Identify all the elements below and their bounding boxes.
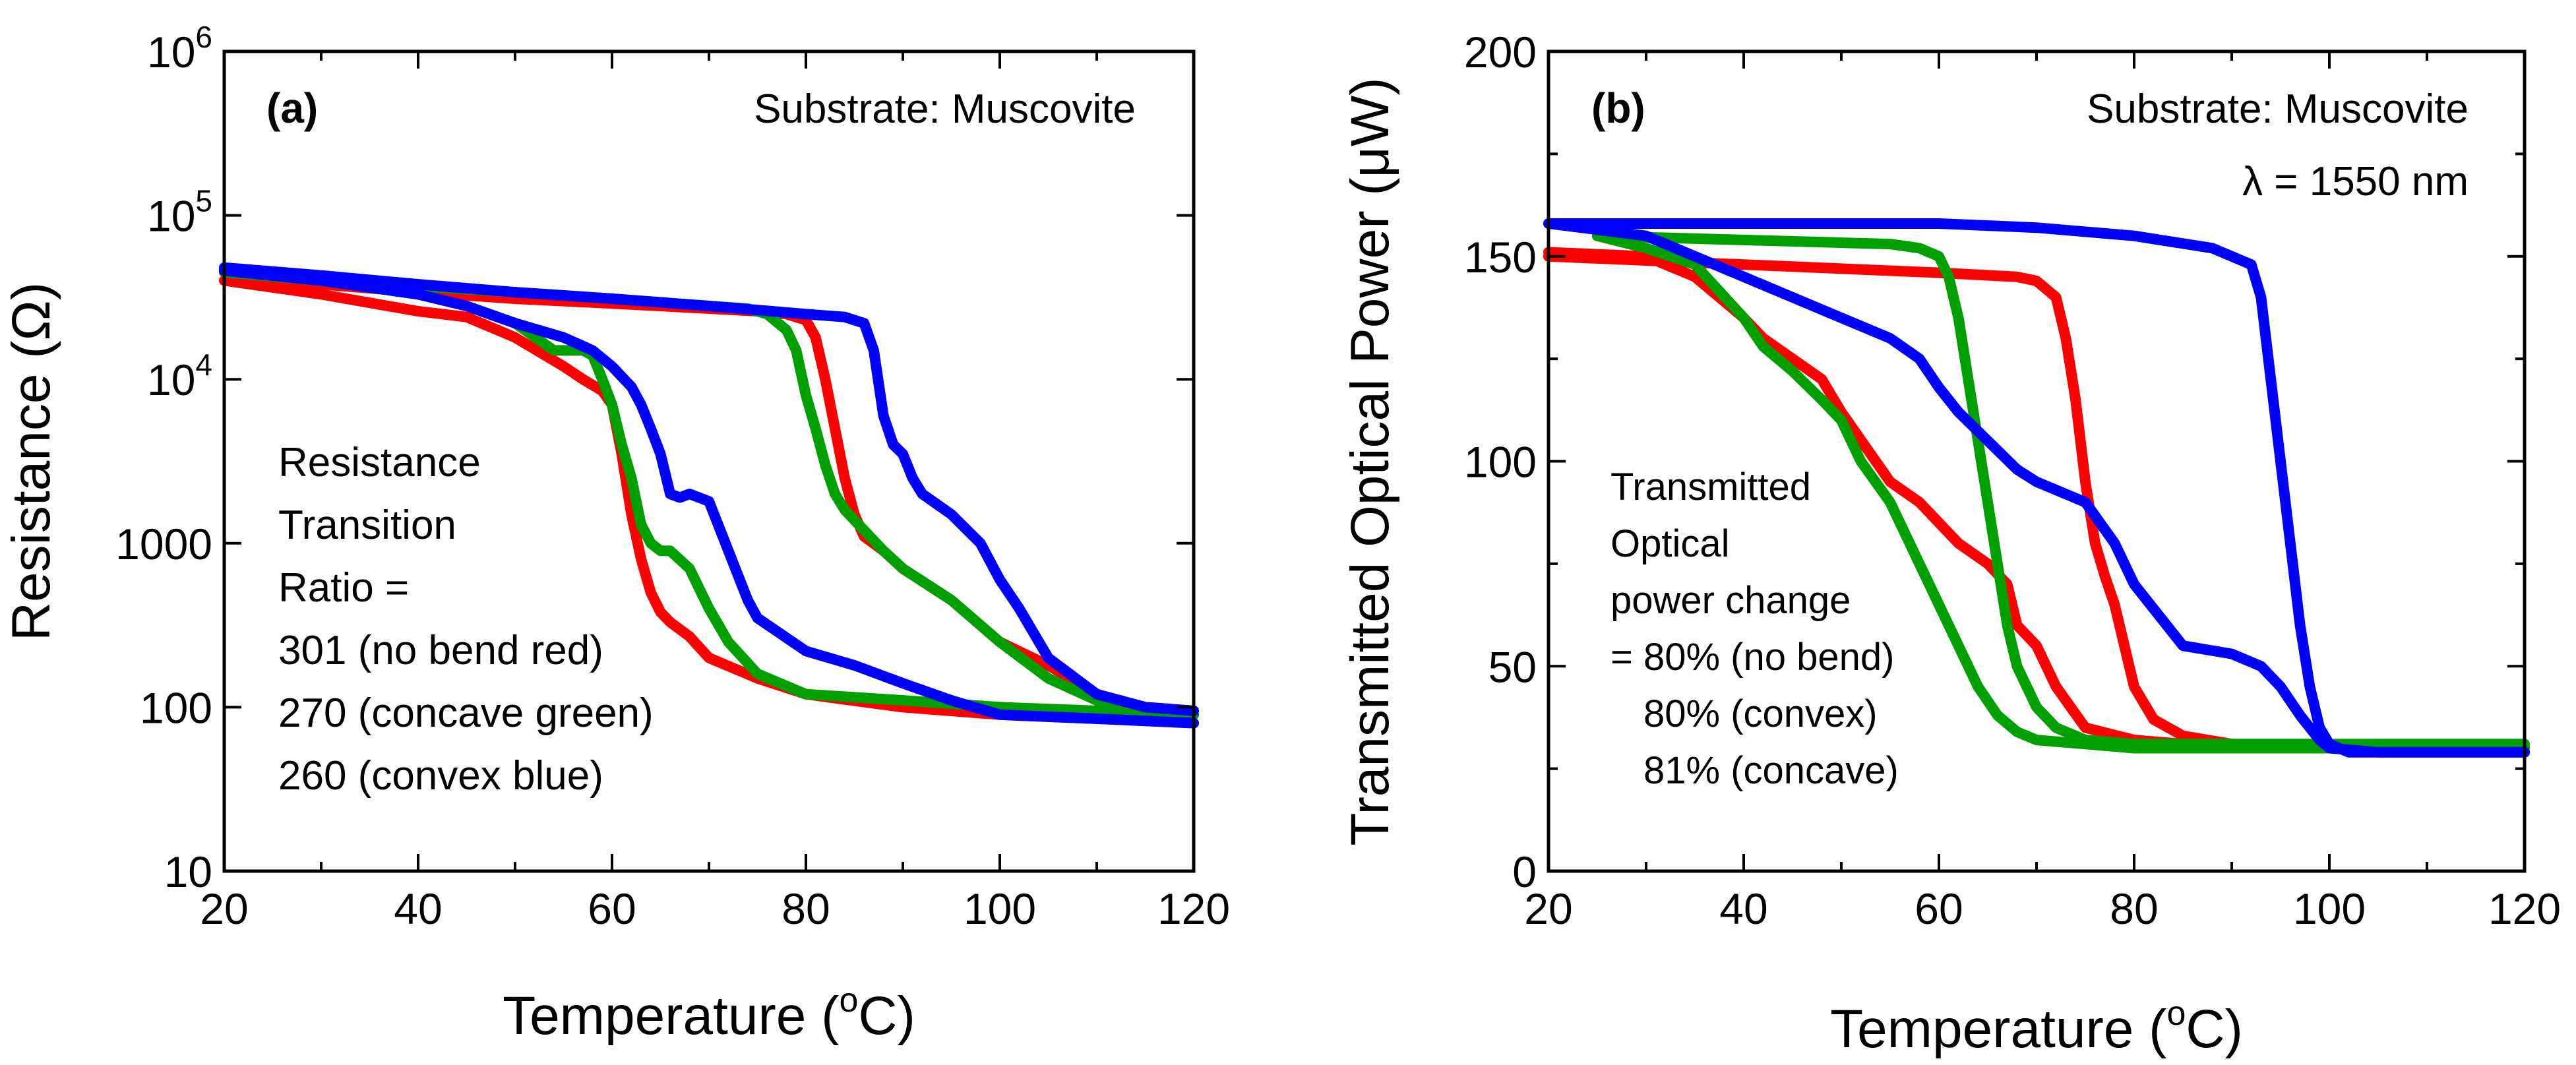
- panel-b-y-tick-label: 200: [1464, 28, 1537, 76]
- panel-b-x-tick-label: 40: [1719, 884, 1767, 933]
- panel-a-x-axis-title: Temperature (oC): [503, 981, 915, 1046]
- panel-a-x-tick-label: 80: [782, 884, 830, 933]
- panel-a-y-tick-label: 10: [164, 847, 212, 896]
- panel-b-y-tick-label: 50: [1488, 642, 1537, 691]
- panel-b-series-2: [1592, 230, 2530, 750]
- panel-a-y-tick-label: 104: [147, 348, 212, 404]
- panel-a-annotation-line: Transition: [278, 502, 456, 548]
- panel-a-y-tick-label: 105: [147, 184, 212, 241]
- panel-b-series-5: [1543, 218, 2530, 758]
- panel-a-x-tick-label: 40: [394, 884, 442, 933]
- panel-b-x-tick-label: 80: [2110, 884, 2158, 933]
- panel-b-x-tick-label: 20: [1524, 884, 1572, 933]
- panel-b-power-change-annotation: Transmitted Optical power change = 80% (no …: [1610, 466, 1899, 792]
- panel-a-y-tick-label: 1000: [115, 520, 212, 568]
- panel-b-optical-power-chart: 20 40 60 80 100 120 0 50 100 150 200 (b) Substrate…: [1340, 28, 2561, 1059]
- panel-a-plot-area: [219, 262, 1199, 729]
- panel-a-x-tick-label: 20: [200, 884, 248, 933]
- panel-a-resistance-chart: 20 40 60 80 100 120 10 100 1000 104 105 106 (a) Sub…: [1, 20, 1230, 1046]
- panel-a-x-tick-label: 60: [588, 884, 636, 933]
- panel-a-y-tick-label: 106: [147, 20, 212, 76]
- panel-b-y-tick-label: 150: [1464, 233, 1537, 282]
- panel-b-annotation-line: 81% (concave): [1643, 749, 1899, 792]
- panel-b-y-tick-label: 0: [1512, 847, 1537, 896]
- panel-a-series-4: [219, 262, 1199, 716]
- panel-a-series-5: [219, 265, 1199, 729]
- panel-a-annotation-line: Ratio =: [278, 565, 409, 611]
- panel-a-label: (a): [266, 84, 318, 132]
- panel-b-plot-area: [1543, 218, 2530, 758]
- panel-a-annotation-line: Resistance: [278, 440, 481, 485]
- panel-a-y-axis-title: Resistance (Ω): [1, 282, 61, 641]
- panel-a-ratio-annotation: Resistance Transition Ratio = 301 (no bend …: [278, 440, 654, 799]
- panel-b-annotation-line: power change: [1610, 579, 1851, 622]
- panel-b-y-tick-label: 100: [1464, 438, 1537, 487]
- panel-b-annotation-line: Optical: [1610, 522, 1730, 565]
- panel-b-x-tick-label: 60: [1915, 884, 1963, 933]
- panel-b-series-0: [1543, 251, 2530, 754]
- panel-b-ticks: 20 40 60 80 100 120 0 50 100 150 200: [1464, 28, 2561, 933]
- panel-b-wavelength-label: λ = 1550 nm: [2242, 159, 2469, 204]
- panel-b-series-3: [1592, 230, 2530, 754]
- panel-b-x-axis-title: Temperature (oC): [1830, 994, 2243, 1059]
- panel-b-y-axis-title: Transmitted Optical Power (μW): [1340, 77, 1400, 845]
- panel-a-x-tick-label: 100: [964, 884, 1036, 933]
- panel-a-substrate-label: Substrate: Muscovite: [754, 86, 1136, 132]
- panel-a-annotation-line: 301 (no bend red): [278, 628, 603, 673]
- panel-a-annotation-line: 260 (convex blue): [278, 753, 603, 799]
- panel-b-annotation-line: = 80% (no bend): [1610, 636, 1894, 679]
- panel-b-substrate-label: Substrate: Muscovite: [2087, 86, 2469, 132]
- panel-a-ticks: 20 40 60 80 100 120 10 100 1000 104 105 106: [115, 20, 1230, 933]
- panel-b-label: (b): [1591, 84, 1645, 132]
- panel-b-x-tick-label: 120: [2488, 884, 2561, 933]
- panel-a-x-tick-label: 120: [1157, 884, 1230, 933]
- panel-b-x-tick-label: 100: [2293, 884, 2366, 933]
- panel-b-annotation-line: 80% (convex): [1643, 692, 1878, 735]
- panel-a-annotation-line: 270 (concave green): [278, 690, 654, 736]
- panel-a-y-tick-label: 100: [140, 683, 212, 732]
- panel-b-annotation-line: Transmitted: [1610, 466, 1811, 508]
